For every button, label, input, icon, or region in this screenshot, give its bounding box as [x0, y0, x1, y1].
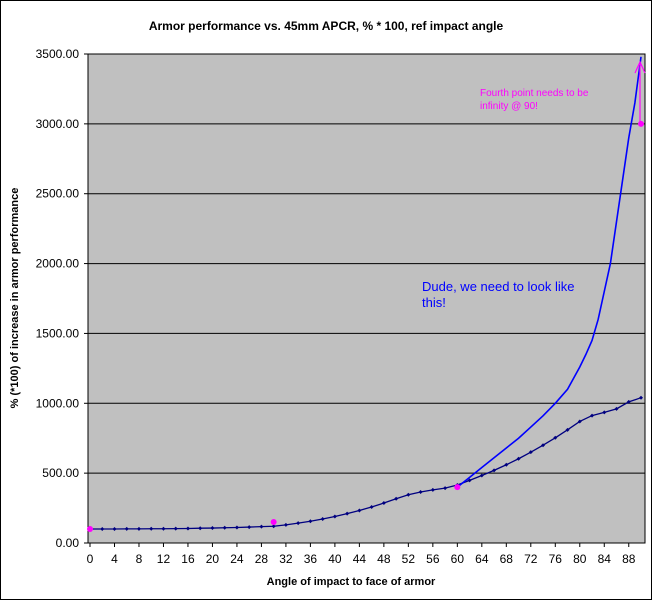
x-tick-label: 36 — [304, 552, 318, 566]
data-point — [161, 526, 166, 531]
data-point — [418, 490, 423, 495]
data-point — [222, 525, 227, 530]
data-point — [602, 410, 607, 415]
data-point — [614, 406, 619, 411]
data-point — [283, 522, 288, 527]
series-group — [87, 56, 644, 533]
x-tick-label: 76 — [549, 552, 563, 566]
y-tick-label: 500.00 — [42, 466, 79, 480]
data-point — [467, 478, 472, 483]
y-tick-label: 1000.00 — [36, 396, 80, 410]
x-tick-label: 48 — [377, 552, 391, 566]
x-tick-label: 12 — [157, 552, 171, 566]
data-point — [198, 526, 203, 531]
x-tick-label: 68 — [500, 552, 514, 566]
annotation-dude-line1: Dude, we need to look like — [422, 279, 574, 294]
data-point — [210, 526, 215, 531]
data-point — [112, 527, 117, 532]
x-tick-label: 52 — [402, 552, 416, 566]
y-tick-label: 0.00 — [56, 536, 80, 550]
data-point — [541, 443, 546, 448]
x-tick-label: 28 — [255, 552, 269, 566]
data-point — [173, 526, 178, 531]
data-point — [406, 492, 411, 497]
data-point — [369, 504, 374, 509]
x-axis-ticks: 0 4 8 12 16 20 24 28 32 36 40 44 48 52 56 60 64 68 72 76 80 8… — [87, 543, 636, 566]
series-line — [456, 56, 642, 488]
x-tick-label: 64 — [475, 552, 489, 566]
data-point — [394, 496, 399, 501]
x-tick-label: 80 — [573, 552, 587, 566]
x-tick-label: 8 — [136, 552, 143, 566]
x-tick-label: 0 — [87, 552, 94, 566]
data-point — [234, 525, 239, 530]
data-point — [516, 456, 521, 461]
y-axis-ticks: 0.00 500.00 1000.00 1500.00 2000.00 2500.00 30… — [36, 47, 88, 550]
x-axis-label: Angle of impact to face of armor — [267, 576, 436, 588]
reference-point — [270, 519, 277, 526]
x-tick-label: 40 — [328, 552, 342, 566]
data-point — [553, 435, 558, 440]
annotation-infinity-line1: Fourth point needs to be — [480, 88, 589, 99]
x-tick-label: 56 — [426, 552, 440, 566]
data-point — [308, 519, 313, 524]
x-tick-label: 60 — [451, 552, 465, 566]
data-point — [626, 399, 631, 404]
data-point — [124, 526, 129, 531]
data-point — [528, 450, 533, 455]
data-point — [149, 526, 154, 531]
y-tick-label: 3000.00 — [36, 117, 80, 131]
data-point — [259, 524, 264, 529]
data-point — [504, 462, 509, 467]
data-point — [443, 486, 448, 491]
x-tick-label: 44 — [353, 552, 367, 566]
x-tick-label: 84 — [598, 552, 612, 566]
x-tick-label: 72 — [524, 552, 538, 566]
data-point — [565, 427, 570, 432]
data-point — [271, 524, 276, 529]
data-point — [296, 521, 301, 526]
y-tick-label: 1500.00 — [36, 326, 80, 340]
data-point — [320, 516, 325, 521]
series-line — [90, 397, 642, 530]
chart-title: Armor performance vs. 45mm APCR, % * 100… — [149, 19, 504, 33]
data-point — [381, 501, 386, 506]
x-tick-label: 32 — [279, 552, 293, 566]
data-point — [332, 514, 337, 519]
data-point — [136, 526, 141, 531]
reference-point — [454, 484, 461, 491]
data-point — [479, 473, 484, 478]
reference-point — [87, 526, 93, 533]
reference-point — [638, 120, 644, 127]
data-point — [492, 468, 497, 473]
x-tick-label: 88 — [622, 552, 636, 566]
x-tick-label: 4 — [111, 552, 118, 566]
x-tick-label: 24 — [230, 552, 244, 566]
data-point — [247, 525, 252, 530]
y-tick-label: 2000.00 — [36, 257, 80, 271]
data-point — [185, 526, 190, 531]
data-point — [100, 527, 105, 532]
x-tick-label: 20 — [206, 552, 220, 566]
gridlines — [88, 53, 645, 474]
data-point — [345, 511, 350, 516]
x-tick-label: 16 — [181, 552, 195, 566]
plot-area — [87, 53, 646, 544]
y-tick-label: 2500.00 — [36, 187, 80, 201]
data-point — [357, 508, 362, 513]
data-point — [590, 413, 595, 418]
infinity-arrow-head — [634, 60, 646, 74]
y-tick-label: 3500.00 — [36, 47, 80, 61]
data-point — [577, 419, 582, 424]
y-axis-label: % (*100) of increase in armor performanc… — [9, 188, 21, 409]
annotation-dude-line2: this! — [422, 295, 446, 310]
data-point — [639, 395, 643, 400]
annotation-infinity-line2: infinity @ 90! — [480, 101, 538, 112]
data-point — [430, 487, 435, 492]
